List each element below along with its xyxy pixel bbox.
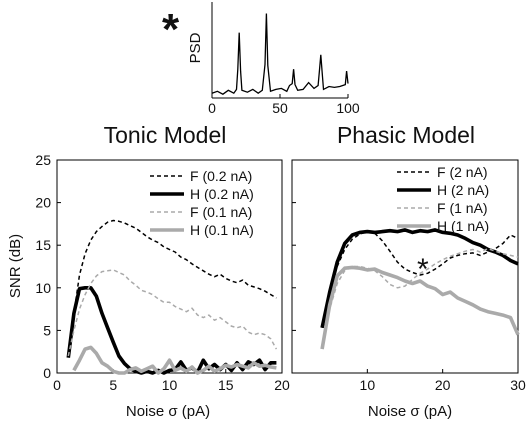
phasic-legend-label: F (2 nA) xyxy=(437,164,488,180)
tonic-y-tick-label: 25 xyxy=(35,152,51,168)
tonic-series-line-1 xyxy=(66,286,277,375)
phasic-x-axis-label: Noise σ (pA) xyxy=(368,403,452,420)
psd-inset: * PSD 0 50 100 xyxy=(162,2,360,116)
phasic-legend-label: H (2 nA) xyxy=(437,182,489,198)
psd-x-tick-label: 0 xyxy=(208,100,216,116)
tonic-x-axis-label: Noise σ (pA) xyxy=(126,403,210,420)
tonic-legend-label: H (0.1 nA) xyxy=(190,222,254,238)
tonic-x-tick-label: 15 xyxy=(218,377,234,393)
tonic-legend-label: F (0.1 nA) xyxy=(190,204,252,220)
tonic-series-line-2 xyxy=(67,269,278,357)
phasic-x-tick-label: 10 xyxy=(360,377,376,393)
psd-series-line xyxy=(211,13,349,95)
psd-x-tick-label: 50 xyxy=(272,100,288,116)
phasic-legend-label: H (1 nA) xyxy=(437,218,489,234)
phasic-x-tick-label: 20 xyxy=(435,377,451,393)
phasic-series-line-1 xyxy=(320,228,519,329)
tonic-x-tick-label: 20 xyxy=(274,377,290,393)
tonic-legend: F (0.2 nA) H (0.2 nA) F (0.1 nA) H (0.1 nA) xyxy=(150,168,254,238)
phasic-marker-asterisk: * xyxy=(417,253,429,286)
tonic-x-tick-label: 10 xyxy=(162,377,178,393)
psd-x-tick-label: 100 xyxy=(336,100,360,116)
tonic-panel-title: Tonic Model xyxy=(104,122,227,148)
tonic-y-tick-label: 20 xyxy=(35,195,51,211)
psd-marker-asterisk: * xyxy=(162,5,180,54)
phasic-series-line-3 xyxy=(320,265,520,350)
tonic-y-tick-label: 5 xyxy=(43,322,51,338)
phasic-panel: Phasic Model Noise σ (pA) 10 20 30 * F (2 … xyxy=(291,122,526,420)
psd-y-axis-label: PSD xyxy=(187,32,204,63)
tonic-y-tick-label: 10 xyxy=(35,280,51,296)
tonic-legend-label: H (0.2 nA) xyxy=(190,186,254,202)
tonic-x-tick-label: 0 xyxy=(53,377,61,393)
tonic-legend-label: F (0.2 nA) xyxy=(190,168,252,184)
phasic-legend: F (2 nA) H (2 nA) F (1 nA) H (1 nA) xyxy=(397,164,489,234)
phasic-x-tick-label: 30 xyxy=(510,377,526,393)
phasic-series-line-0 xyxy=(321,230,519,328)
tonic-x-tick-label: 5 xyxy=(109,377,117,393)
phasic-legend-label: F (1 nA) xyxy=(437,200,488,216)
tonic-y-tick-label: 15 xyxy=(35,237,51,253)
tonic-series-line-0 xyxy=(67,219,277,357)
tonic-y-tick-label: 0 xyxy=(43,365,51,381)
phasic-panel-title: Phasic Model xyxy=(337,122,475,148)
phasic-plot-frame xyxy=(291,159,519,374)
tonic-series-line-3 xyxy=(72,345,277,375)
tonic-y-axis-label: SNR (dB) xyxy=(7,234,24,298)
tonic-panel: Tonic Model SNR (dB) Noise σ (pA) 0 5 10 15… xyxy=(7,122,290,420)
